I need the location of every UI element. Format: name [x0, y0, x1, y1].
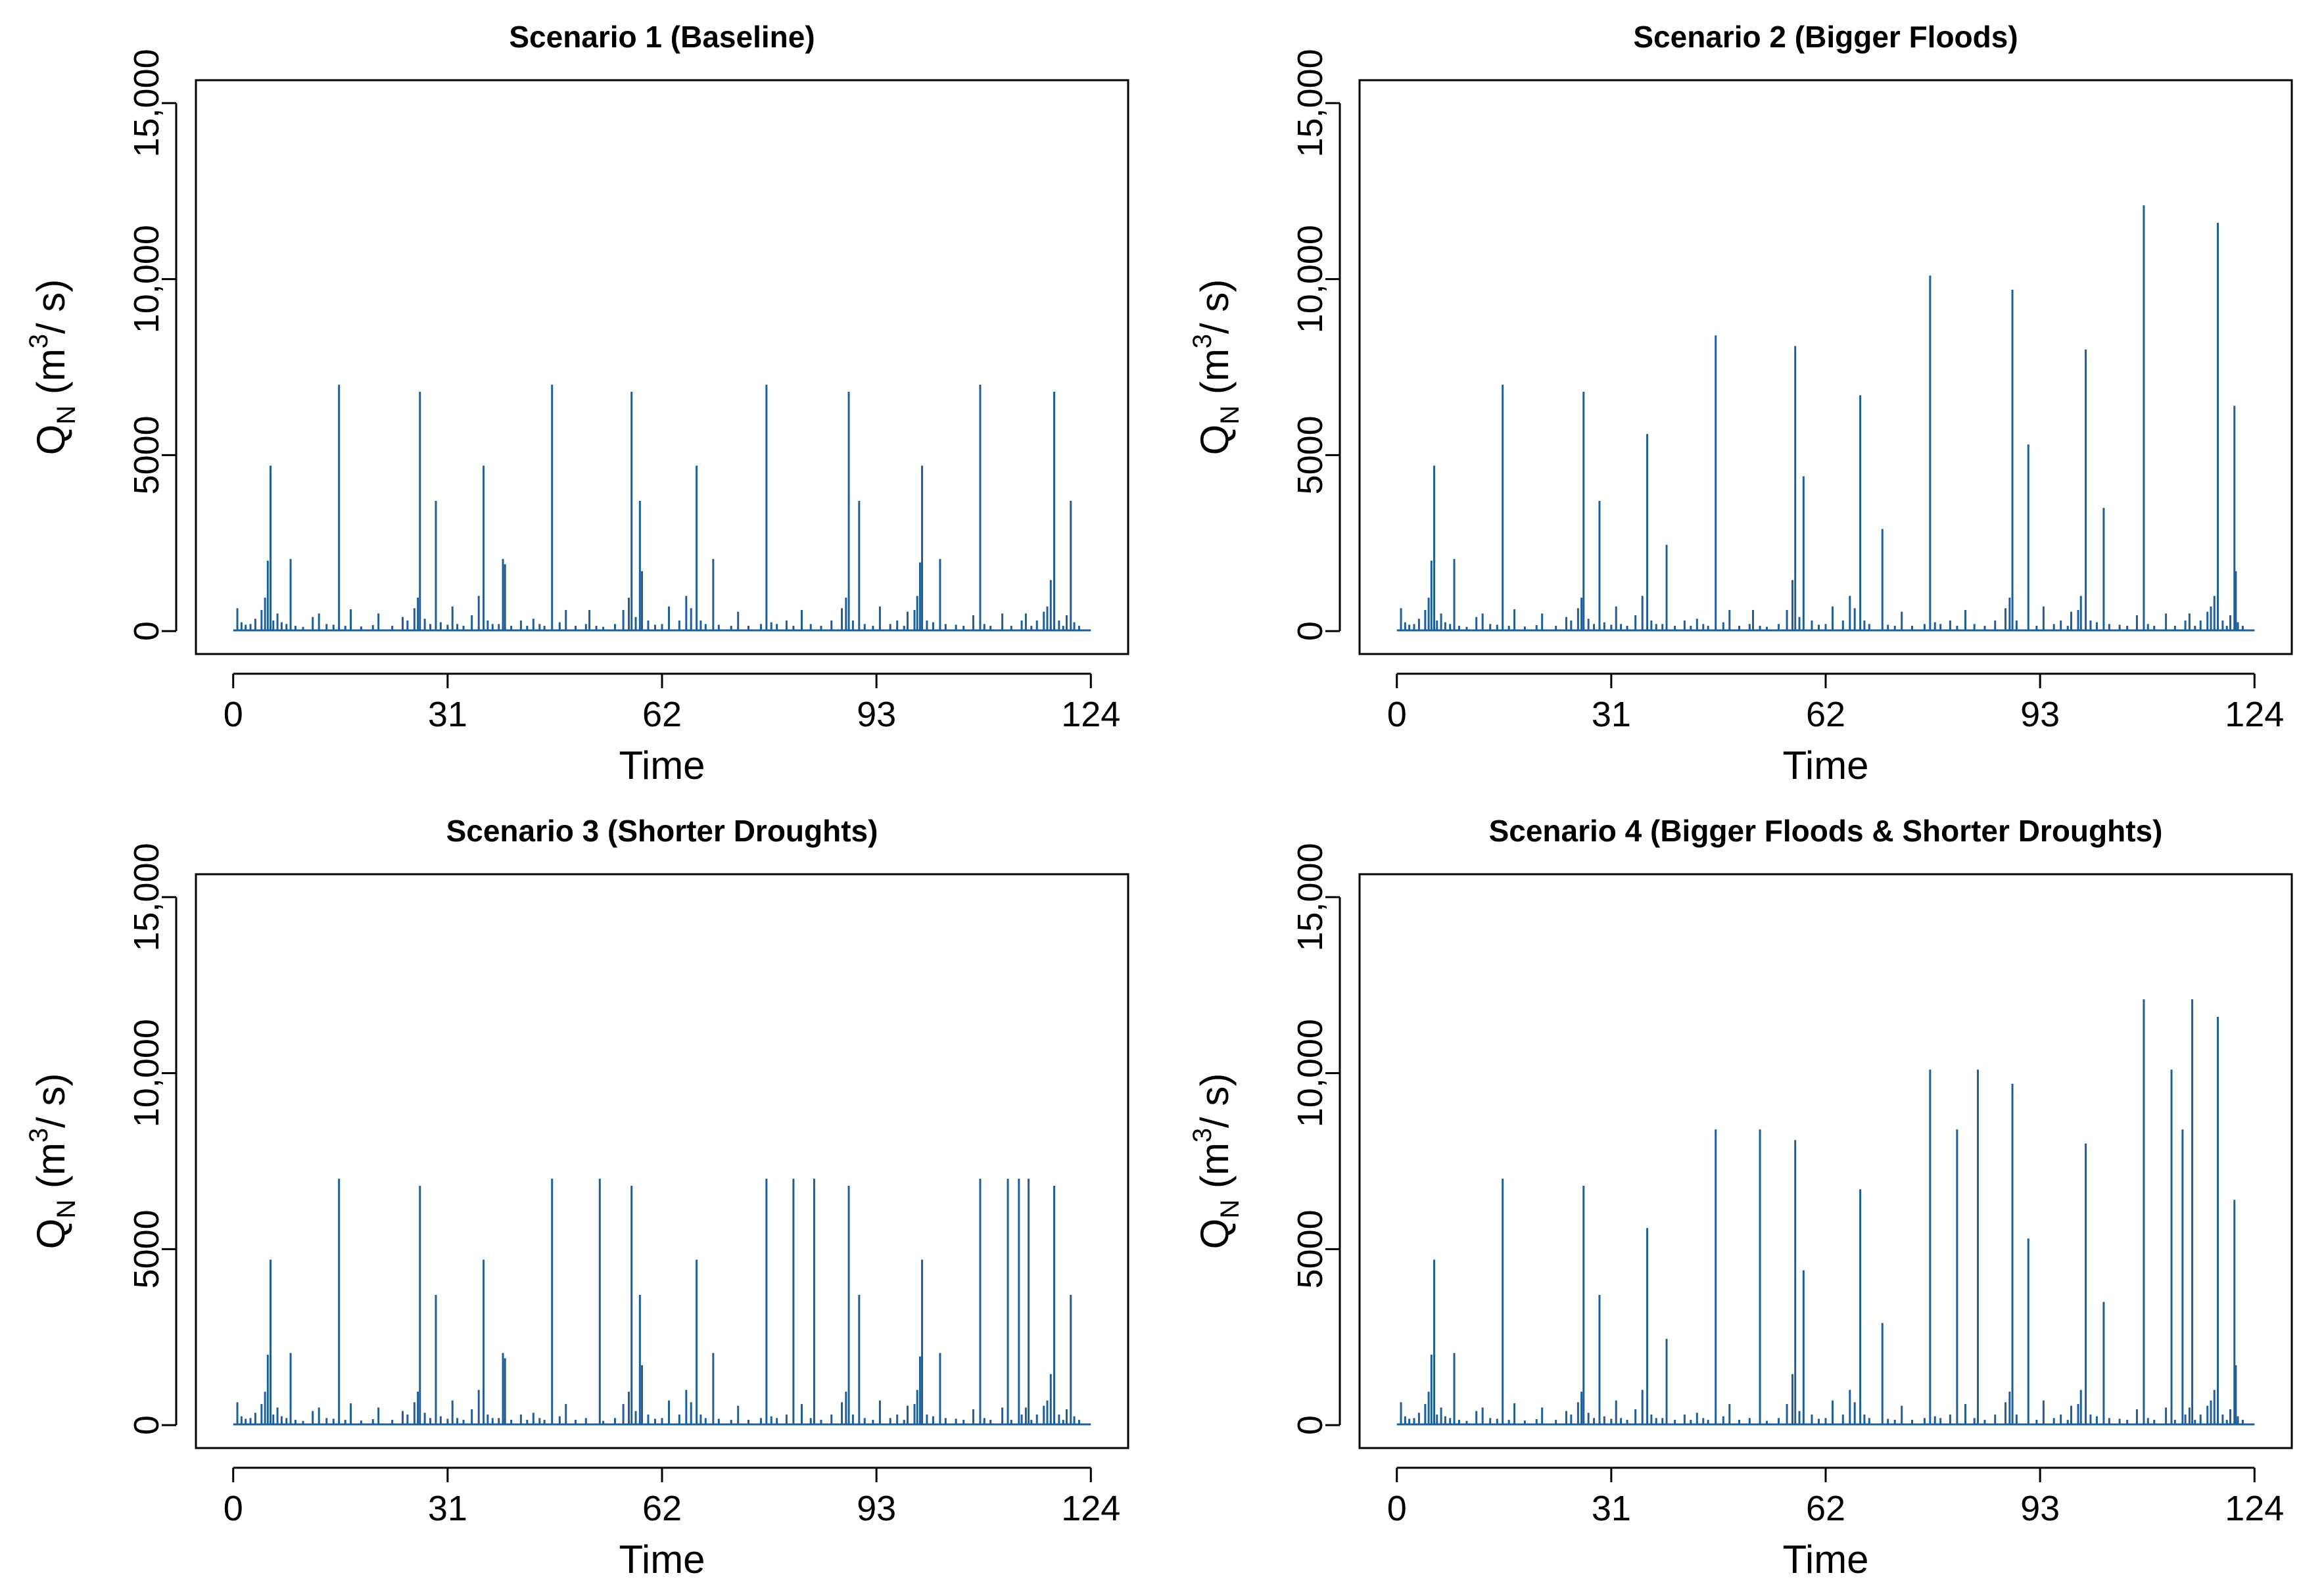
series-flow [233, 385, 1091, 632]
series-flow [1396, 999, 2255, 1426]
y-axis-title-unit-sup: 3 [1188, 1128, 1217, 1142]
y-axis-title-unit-open: (m [29, 1142, 73, 1200]
y-axis: 0 5000 10,000 15,000 QN (m3/ s) [1188, 843, 1341, 1435]
x-tick-label: 93 [857, 1489, 896, 1528]
y-axis-title: QN (m3/ s) [24, 279, 81, 456]
y-axis-title-sub: N [1216, 1200, 1245, 1219]
y-axis-title-unit-sup: 3 [24, 1128, 53, 1142]
y-axis: 0 5000 10,000 15,000 QN (m3/ s) [24, 843, 178, 1435]
y-tick-label: 5000 [1291, 415, 1330, 494]
x-axis-title: Time [619, 1537, 705, 1581]
x-axis: 0 31 62 93 124 Time [1387, 672, 2284, 787]
y-tick-label: 0 [1291, 621, 1330, 641]
x-axis-title: Time [1782, 743, 1868, 787]
series-flow [233, 1179, 1091, 1426]
y-tick-label: 10,000 [1291, 1019, 1330, 1127]
y-axis-title-unit-open: (m [1193, 348, 1237, 406]
x-tick-label: 0 [1387, 1489, 1407, 1528]
x-tick-label: 93 [2020, 695, 2060, 734]
y-axis-title-sub: N [52, 1200, 81, 1219]
x-axis-title: Time [1782, 1537, 1868, 1581]
x-axis: 0 31 62 93 124 Time [224, 672, 1120, 787]
y-axis-title: QN (m3/ s) [1188, 279, 1245, 456]
plot-frame [195, 873, 1129, 1449]
y-tick-label: 10,000 [127, 1019, 166, 1127]
y-axis-title: QN (m3/ s) [24, 1073, 81, 1250]
y-axis: 0 5000 10,000 15,000 QN (m3/ s) [1188, 49, 1341, 641]
x-tick-label: 93 [857, 695, 896, 734]
y-tick-label: 5000 [127, 415, 166, 494]
y-tick-label: 5000 [1291, 1209, 1330, 1288]
y-axis-title-unit-open: (m [1193, 1142, 1237, 1200]
y-tick-label: 15,000 [1291, 843, 1330, 951]
y-tick-label: 0 [127, 1415, 166, 1435]
panel-4: Scenario 4 (Bigger Floods & Shorter Drou… [1188, 814, 2293, 1581]
x-tick-label: 124 [2225, 695, 2284, 734]
y-axis-title-unit-close: / s) [1193, 279, 1237, 334]
x-axis: 0 31 62 93 124 Time [224, 1466, 1120, 1581]
x-tick-label: 62 [1806, 1489, 1845, 1528]
y-axis-title-main: Q [29, 1219, 73, 1250]
x-tick-label: 124 [1061, 695, 1120, 734]
x-axis: 0 31 62 93 124 Time [1387, 1466, 2284, 1581]
y-tick-label: 0 [127, 621, 166, 641]
panel-1: Scenario 1 (Baseline) 0 31 62 93 124 Time 0 5000… [24, 20, 1129, 787]
x-tick-label: 31 [428, 695, 467, 734]
x-tick-label: 124 [1061, 1489, 1120, 1528]
panel-2: Scenario 2 (Bigger Floods) 0 31 62 93 124 Time… [1188, 20, 2293, 787]
x-tick-label: 93 [2020, 1489, 2060, 1528]
y-axis-title-main: Q [29, 425, 73, 456]
y-axis-title: QN (m3/ s) [1188, 1073, 1245, 1250]
x-axis-title: Time [619, 743, 705, 787]
y-tick-label: 15,000 [1291, 49, 1330, 157]
plot-frame [195, 79, 1129, 655]
y-tick-label: 10,000 [127, 225, 166, 333]
x-tick-label: 31 [428, 1489, 467, 1528]
panel-3: Scenario 3 (Shorter Droughts) 0 31 62 93 124 T… [24, 814, 1129, 1581]
panel-title: Scenario 3 (Shorter Droughts) [446, 814, 878, 848]
x-tick-label: 62 [642, 1489, 682, 1528]
x-tick-label: 31 [1592, 695, 1631, 734]
series-flow [1396, 205, 2255, 632]
y-axis-title-sub: N [1216, 406, 1245, 425]
panel-title: Scenario 1 (Baseline) [509, 20, 815, 54]
y-tick-label: 15,000 [127, 843, 166, 951]
x-tick-label: 0 [224, 695, 243, 734]
y-axis-title-sub: N [52, 406, 81, 425]
y-tick-label: 15,000 [127, 49, 166, 157]
panel-title: Scenario 4 (Bigger Floods & Shorter Drou… [1489, 814, 2163, 848]
y-axis-title-main: Q [1193, 1219, 1237, 1250]
plot-frame [1358, 873, 2293, 1449]
y-axis-title-unit-open: (m [29, 348, 73, 406]
x-tick-label: 0 [224, 1489, 243, 1528]
y-axis-title-unit-close: / s) [29, 279, 73, 334]
y-axis-title-unit-close: / s) [1193, 1073, 1237, 1128]
y-tick-label: 5000 [127, 1209, 166, 1288]
y-tick-label: 0 [1291, 1415, 1330, 1435]
y-axis-title-unit-close: / s) [29, 1073, 73, 1128]
panel-title: Scenario 2 (Bigger Floods) [1633, 20, 2018, 54]
x-tick-label: 124 [2225, 1489, 2284, 1528]
x-tick-label: 0 [1387, 695, 1407, 734]
y-axis: 0 5000 10,000 15,000 QN (m3/ s) [24, 49, 178, 641]
y-axis-title-unit-sup: 3 [1188, 334, 1217, 348]
x-tick-label: 62 [1806, 695, 1845, 734]
plot-frame [1358, 79, 2293, 655]
y-tick-label: 10,000 [1291, 225, 1330, 333]
x-tick-label: 62 [642, 695, 682, 734]
y-axis-title-main: Q [1193, 425, 1237, 456]
y-axis-title-unit-sup: 3 [24, 334, 53, 348]
x-tick-label: 31 [1592, 1489, 1631, 1528]
